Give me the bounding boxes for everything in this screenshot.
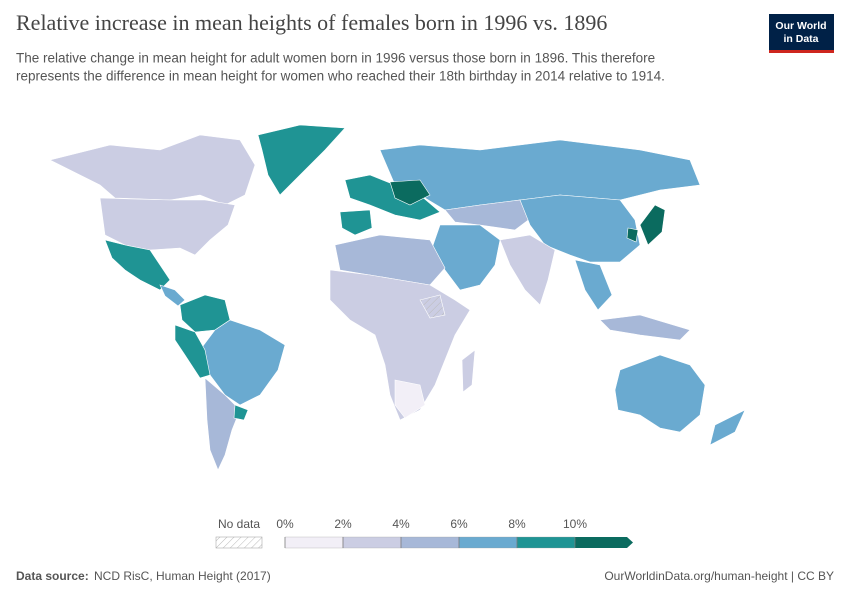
country: [339, 209, 373, 236]
legend-tick-label: 8%: [508, 517, 526, 531]
country: [599, 314, 691, 341]
country: [614, 354, 706, 433]
title: Relative increase in mean heights of fem…: [16, 10, 607, 35]
country: [499, 234, 556, 306]
country: [626, 227, 639, 243]
logo-box: [769, 14, 834, 50]
source-label: Data source:: [16, 569, 89, 583]
country: [519, 194, 641, 263]
legend-tick-label: 4%: [392, 517, 410, 531]
country: [99, 197, 236, 256]
url: OurWorldinData.org/human-height | CC BY: [604, 569, 834, 583]
country: [379, 139, 701, 211]
country: [389, 179, 431, 206]
country: [159, 284, 186, 307]
country: [444, 199, 536, 231]
logo-bar: [769, 50, 834, 53]
no-data-swatch: [215, 536, 263, 549]
country: [394, 379, 426, 419]
country: [174, 324, 211, 379]
legend-bin: [284, 536, 344, 549]
no-data-label: No data: [218, 517, 260, 531]
country: [257, 124, 346, 196]
country: [431, 224, 501, 291]
legend: No data 0% 2% 4% 6% 8% 10%: [215, 517, 633, 549]
logo-text: in Data: [783, 33, 818, 45]
subtitle: The relative change in mean height for a…: [16, 51, 655, 66]
subtitle: represents the difference in mean height…: [16, 69, 665, 84]
logo-text: Our World: [775, 20, 826, 32]
country: [233, 404, 249, 421]
legend-bin: [400, 536, 460, 549]
country: [419, 294, 446, 319]
country: [709, 409, 746, 446]
legend-bin: [458, 536, 518, 549]
map: [49, 124, 746, 471]
country: [574, 259, 613, 311]
country: [461, 349, 476, 393]
source: NCD RisC, Human Height (2017): [94, 569, 271, 583]
legend-tick-label: 2%: [334, 517, 352, 531]
country: [639, 204, 666, 246]
logo: Our World in Data: [769, 14, 834, 53]
country: [49, 134, 256, 206]
country: [204, 377, 241, 471]
legend-tick-label: 10%: [563, 517, 587, 531]
legend-bin: [575, 537, 633, 548]
country: [104, 239, 171, 291]
legend-bin: [516, 536, 576, 549]
legend-bin: [342, 536, 402, 549]
legend-tick-label: 6%: [450, 517, 468, 531]
legend-tick-label: 0%: [276, 517, 294, 531]
country: [344, 174, 441, 221]
